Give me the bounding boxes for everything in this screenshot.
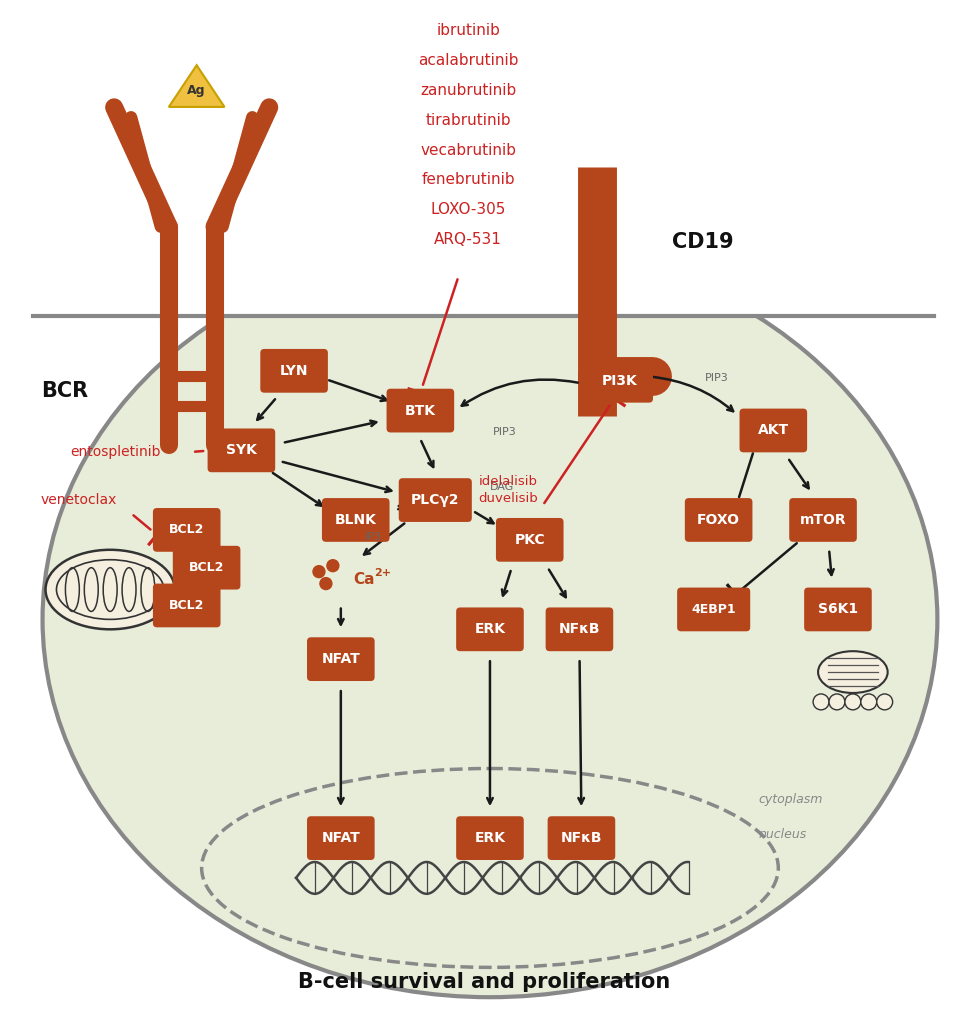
Text: DAG: DAG (489, 482, 514, 493)
Circle shape (845, 694, 861, 710)
FancyBboxPatch shape (677, 588, 750, 632)
Circle shape (861, 694, 877, 710)
Text: LOXO-305: LOXO-305 (430, 203, 506, 217)
FancyBboxPatch shape (547, 816, 615, 860)
FancyBboxPatch shape (307, 816, 374, 860)
Text: PIP3: PIP3 (493, 427, 516, 437)
Text: vecabrutinib: vecabrutinib (420, 142, 516, 158)
Circle shape (877, 694, 893, 710)
Text: NFAT: NFAT (321, 652, 360, 667)
Circle shape (829, 694, 845, 710)
Text: IP3: IP3 (366, 531, 382, 542)
FancyBboxPatch shape (307, 637, 374, 681)
Text: BCL2: BCL2 (169, 599, 204, 612)
Text: PLCγ2: PLCγ2 (411, 494, 459, 507)
Text: PIP3: PIP3 (705, 373, 728, 383)
Text: entospletinib: entospletinib (71, 445, 161, 460)
Text: acalabrutinib: acalabrutinib (418, 53, 518, 69)
Text: Ag: Ag (188, 84, 206, 97)
Text: NFκB: NFκB (561, 831, 602, 845)
Text: idelalisib
duvelisib: idelalisib duvelisib (478, 475, 538, 505)
Text: tirabrutinib: tirabrutinib (425, 113, 511, 128)
Text: ibrutinib: ibrutinib (436, 24, 500, 38)
Text: 2+: 2+ (373, 567, 391, 578)
FancyBboxPatch shape (496, 518, 564, 562)
Text: ERK: ERK (475, 623, 506, 636)
Text: FOXO: FOXO (697, 513, 740, 527)
Circle shape (327, 560, 338, 571)
Text: mTOR: mTOR (800, 513, 846, 527)
FancyBboxPatch shape (260, 349, 328, 392)
Circle shape (313, 565, 325, 578)
Polygon shape (169, 66, 224, 106)
Text: BTK: BTK (405, 403, 436, 418)
Text: NFAT: NFAT (321, 831, 360, 845)
Text: venetoclax: venetoclax (41, 494, 117, 507)
Text: 4EBP1: 4EBP1 (691, 603, 736, 616)
Ellipse shape (43, 242, 937, 997)
Text: zanubrutinib: zanubrutinib (420, 83, 516, 98)
Ellipse shape (202, 769, 778, 968)
Text: nucleus: nucleus (758, 828, 806, 841)
FancyBboxPatch shape (208, 428, 276, 472)
FancyBboxPatch shape (789, 498, 857, 542)
FancyBboxPatch shape (398, 478, 472, 522)
FancyBboxPatch shape (153, 584, 220, 628)
FancyBboxPatch shape (387, 389, 454, 432)
Text: ARQ-531: ARQ-531 (434, 232, 502, 247)
Circle shape (813, 694, 829, 710)
FancyBboxPatch shape (685, 498, 752, 542)
Text: B-cell survival and proliferation: B-cell survival and proliferation (298, 972, 670, 992)
Text: LYN: LYN (279, 364, 308, 378)
Text: Ca: Ca (353, 572, 374, 587)
Text: fenebrutinib: fenebrutinib (422, 172, 514, 187)
FancyBboxPatch shape (456, 607, 524, 651)
Text: BCL2: BCL2 (189, 561, 224, 574)
FancyBboxPatch shape (740, 409, 807, 453)
Text: PKC: PKC (514, 532, 545, 547)
Text: SYK: SYK (226, 443, 257, 458)
Ellipse shape (818, 651, 888, 693)
Text: ERK: ERK (475, 831, 506, 845)
FancyBboxPatch shape (173, 546, 241, 590)
Text: PI3K: PI3K (601, 374, 637, 388)
Circle shape (320, 578, 332, 590)
Text: NFκB: NFκB (559, 623, 601, 636)
FancyBboxPatch shape (456, 816, 524, 860)
Text: cytoplasm: cytoplasm (758, 794, 823, 806)
Text: CD19: CD19 (672, 231, 734, 252)
Text: BCR: BCR (41, 381, 88, 400)
FancyBboxPatch shape (322, 498, 390, 542)
Text: BLNK: BLNK (335, 513, 377, 527)
Text: BCL2: BCL2 (169, 523, 204, 537)
FancyBboxPatch shape (585, 358, 653, 402)
FancyBboxPatch shape (805, 588, 872, 632)
Text: AKT: AKT (758, 424, 789, 437)
FancyBboxPatch shape (153, 508, 220, 552)
FancyBboxPatch shape (545, 607, 613, 651)
Ellipse shape (45, 550, 175, 630)
Text: S6K1: S6K1 (818, 602, 858, 616)
